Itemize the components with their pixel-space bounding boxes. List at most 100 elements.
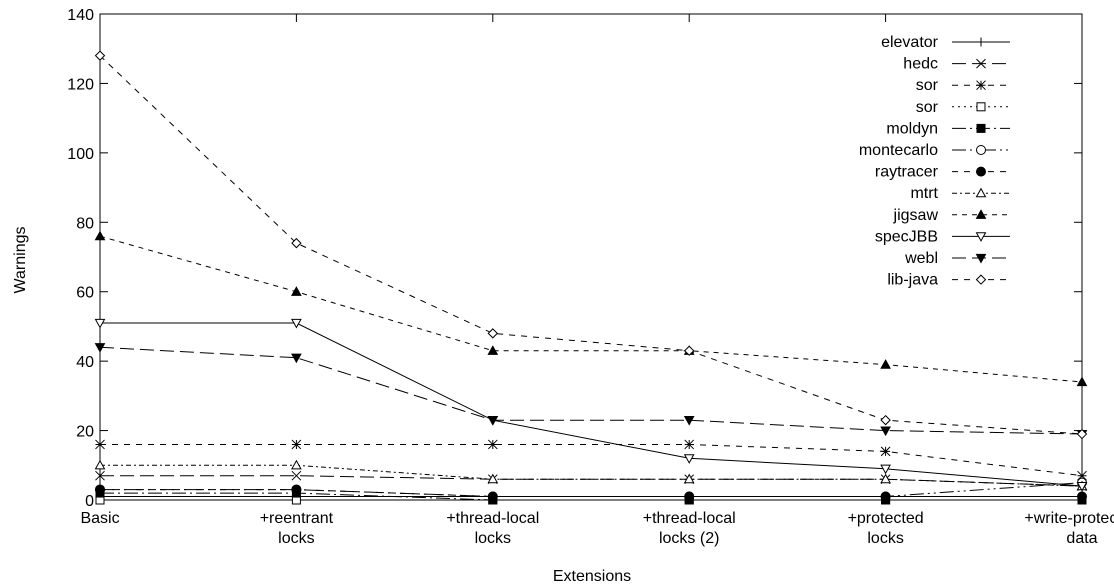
data-point [94,343,106,353]
legend-item: lib-java [887,272,1010,289]
x-tick-label: +reentrant [260,510,334,527]
x-axis-label: Extensions [553,568,631,585]
data-point [976,145,986,155]
x-tick-label: +thread-local [643,510,736,527]
data-point [291,459,302,470]
legend-label: mtrt [910,185,938,202]
legend-item: specJBB [875,228,1010,245]
data-point [1077,470,1087,481]
data-point [1076,482,1088,492]
data-point [880,491,891,502]
series-line [100,482,1083,497]
series-line [100,489,1082,497]
data-point [880,473,891,484]
y-tick-label: 120 [67,76,94,93]
data-point [1076,428,1088,440]
series-lines [94,50,1088,505]
y-tick-label: 20 [76,424,94,441]
data-point [880,464,891,475]
data-point [291,286,302,296]
data-point [683,473,695,484]
data-point [976,166,986,177]
series-line [100,475,1083,487]
y-tick-label: 140 [67,7,94,24]
legend-item: jigsaw [893,207,1010,224]
data-point [94,50,106,61]
legend-item: sor [916,77,1010,94]
legend-item: elevator [881,34,1010,51]
data-point [487,328,499,339]
data-point [880,446,891,457]
data-point [684,439,695,450]
legend-item: webl [904,250,1010,267]
x-tick-label: locks [475,530,511,547]
x-tick-label: +write-protected [1024,510,1114,527]
y-tick-label: 40 [76,354,94,371]
data-point [94,318,106,329]
legend-label: montecarlo [859,142,938,159]
data-point [1077,491,1087,502]
legend-label: raytracer [875,164,939,181]
data-point [291,484,302,495]
data-point [975,274,987,285]
legend-label: hedc [903,56,938,73]
y-tick-label: 100 [67,146,94,163]
legend-label: specJBB [875,228,938,245]
x-tick-label: +protected [848,510,924,527]
series-webl-10 [94,343,1088,440]
data-point [487,439,498,450]
data-point [976,123,986,133]
legend-label: sor [916,99,939,116]
legend-label: lib-java [887,272,938,289]
legend-label: sor [916,77,939,94]
y-axis: 0 20 40 60 80 100 120 140 [67,7,1082,510]
x-tick-label: locks [278,530,314,547]
legend-item: moldyn [886,120,1010,137]
data-point [976,102,986,112]
series-line [100,444,1083,477]
series-line [100,492,1082,501]
data-point [975,253,987,264]
legend-item: hedc [903,56,1010,73]
x-axis: Basic +reentrant locks +thread-local locks +t… [80,14,1114,547]
series-line [100,322,1083,487]
data-point [291,439,302,450]
legend-item: raytracer [875,164,1010,181]
series-sor-2 [95,439,1087,481]
series-specJBB-9 [94,318,1088,492]
data-point [487,473,499,484]
x-tick-label: locks (2) [659,530,719,547]
data-point [95,439,105,450]
legend-label: webl [904,250,938,267]
data-point [976,37,986,47]
data-point [683,454,695,464]
data-point [291,353,302,364]
data-point [976,80,986,91]
series-line [99,346,1083,435]
data-point [95,470,105,481]
data-point [880,414,891,426]
data-point [683,416,695,426]
y-tick-label: 0 [85,493,94,510]
data-point [975,187,987,198]
data-point [291,318,302,329]
series-line [99,235,1083,383]
data-point [487,345,499,355]
data-point [94,459,106,470]
data-point [487,416,499,426]
legend-label: elevator [881,34,939,51]
data-point [880,359,891,369]
legend-item: sor [916,99,1010,116]
legend-item: montecarlo [859,142,1010,159]
data-point [684,491,695,502]
x-tick-label: locks [867,530,903,547]
series-line [99,55,1083,435]
series-mtrt-7 [94,459,1088,491]
data-point [291,237,302,249]
series-raytracer-6 [95,484,1087,502]
y-tick-label: 80 [76,215,94,232]
x-tick-label: data [1066,530,1097,547]
data-point [975,209,987,219]
legend-item: mtrt [910,185,1010,202]
